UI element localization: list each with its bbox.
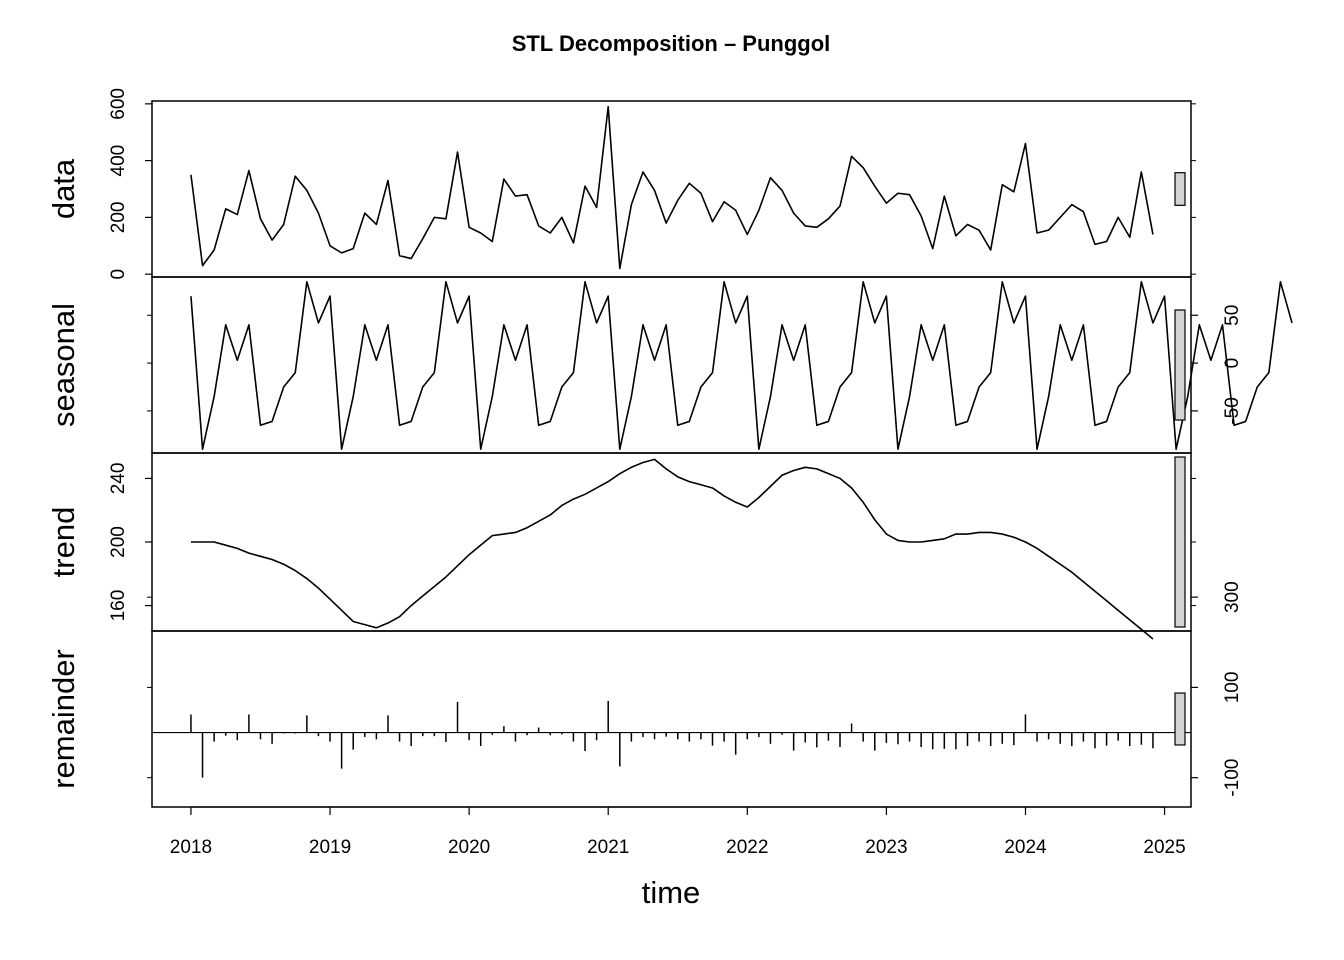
y-tick-label-data: 0: [108, 269, 129, 280]
y-tick-label-trend: 160: [108, 590, 129, 622]
y-axis-title-data: data: [46, 158, 81, 219]
x-axis-title: time: [642, 875, 701, 910]
scale-bar-trend: [1174, 456, 1186, 628]
y-tick-label-seasonal: 0: [1222, 358, 1243, 369]
x-tick-label: 2022: [726, 837, 768, 858]
y-tick-label-data: 400: [108, 145, 129, 177]
y-tick-label-trend: 240: [108, 463, 129, 495]
y-axis-title-remainder: remainder: [46, 649, 81, 789]
x-tick-label: 2024: [1004, 837, 1047, 858]
x-tick-label: 2025: [1143, 837, 1185, 858]
chart-title: STL Decomposition – Punggol: [512, 31, 831, 56]
panel-remainder: remainder -100 100 300: [46, 581, 1243, 808]
series-line-data: [190, 105, 1154, 270]
panel-frame-data: [151, 100, 1192, 278]
panel-data: data 0 200 400 600: [46, 88, 1196, 279]
y-tick-label-trend: 200: [108, 526, 129, 558]
x-tick-label: 2019: [309, 837, 351, 858]
y-axis-title-seasonal: seasonal: [46, 303, 81, 427]
y-tick-label-seasonal: 50: [1222, 305, 1243, 326]
y-tick-label-remainder: 300: [1222, 581, 1243, 613]
series-line-seasonal: [190, 280, 1293, 450]
scale-bar-remainder: [1174, 692, 1186, 746]
x-tick-label: 2021: [587, 837, 629, 858]
x-tick-label: 2023: [865, 837, 907, 858]
scale-bar-data: [1174, 172, 1186, 206]
y-tick-label-data: 600: [108, 88, 129, 120]
x-axis: 2018 2019 2020 2021 2022 2023 2024 2025: [170, 806, 1186, 858]
x-tick-label: 2020: [448, 837, 490, 858]
y-axis-title-trend: trend: [46, 507, 81, 578]
x-tick-label: 2018: [170, 837, 212, 858]
series-line-trend: [190, 458, 1154, 640]
panel-frame-remainder: [151, 630, 1192, 808]
y-tick-label-remainder: -100: [1222, 759, 1243, 797]
y-tick-label-data: 200: [108, 202, 129, 234]
scale-bar-seasonal: [1174, 309, 1186, 421]
panel-trend: trend 160 200 240: [46, 452, 1196, 640]
y-tick-label-remainder: 100: [1222, 672, 1243, 704]
panel-frame-trend: [151, 452, 1192, 632]
